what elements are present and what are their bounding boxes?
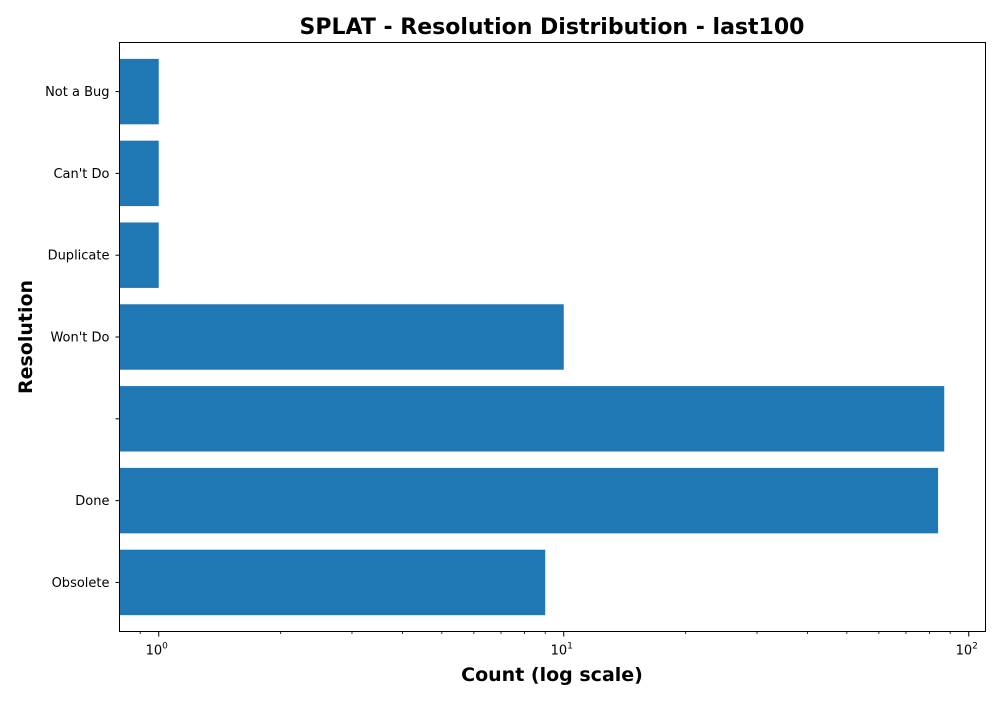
bar-5 xyxy=(119,140,159,207)
y-axis-label: Resolution xyxy=(15,280,37,394)
bar-3 xyxy=(119,304,564,370)
y-tick-label-0: Obsolete xyxy=(52,576,110,591)
bar-2 xyxy=(119,386,945,452)
x-axis-label: Count (log scale) xyxy=(461,664,643,686)
ticks-layer: Obsolete Done Won't Do Duplicate Can't Do Not… xyxy=(45,85,978,658)
bar-6 xyxy=(119,58,159,125)
y-tick-label-5: Can't Do xyxy=(53,167,109,182)
y-tick-label-3: Won't Do xyxy=(50,331,109,346)
bars-layer xyxy=(119,58,945,616)
bar-0 xyxy=(119,549,546,616)
y-tick-label-4: Duplicate xyxy=(48,249,110,264)
x-tick-label-2: 102 xyxy=(956,642,978,659)
y-tick-label-6: Not a Bug xyxy=(45,85,109,100)
chart-title: SPLAT - Resolution Distribution - last10… xyxy=(300,15,805,40)
y-tick-label-1: Done xyxy=(75,494,109,509)
x-tick-label-1: 101 xyxy=(551,642,573,659)
x-tick-label-0: 100 xyxy=(146,642,169,659)
plot-frame xyxy=(119,42,986,632)
bar-1 xyxy=(119,467,939,534)
bar-4 xyxy=(119,222,159,288)
